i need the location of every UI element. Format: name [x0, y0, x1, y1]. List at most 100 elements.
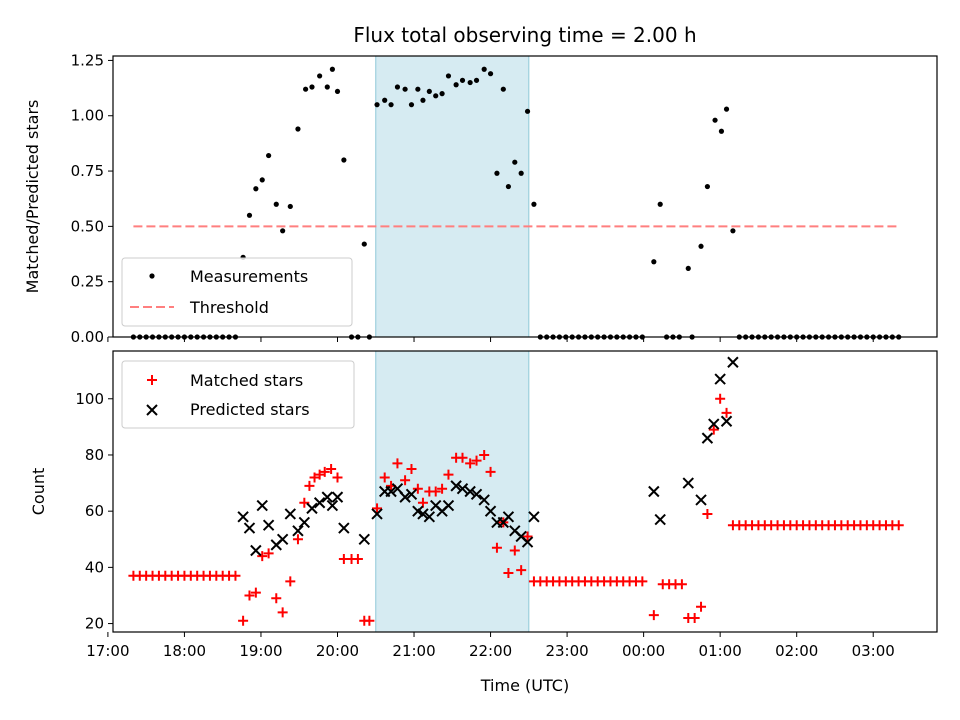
bottom-x-tick-label: 00:00	[622, 642, 665, 660]
predicted-star-point	[313, 497, 326, 509]
measurement-point	[698, 243, 704, 249]
matched-star-point	[309, 472, 320, 483]
predicted-star-point	[484, 505, 497, 517]
predicted-star-point	[701, 432, 714, 444]
matched-star-point	[893, 520, 904, 531]
bottom-axes: 20 40 60 80 100 17:00 18:00 19:00 20:00 21:00 22:…	[29, 350, 938, 695]
measurement-point	[374, 102, 380, 108]
measurement-point	[651, 259, 657, 265]
top-y-axis-label: Matched/Predicted stars	[23, 100, 42, 294]
matched-star-point	[244, 590, 255, 601]
matched-star-point	[708, 424, 719, 435]
matched-star-point	[364, 615, 375, 626]
measurement-point	[481, 66, 487, 72]
measurement-point	[415, 86, 421, 92]
bottom-x-tick-label: 21:00	[392, 642, 435, 660]
measurement-point	[303, 86, 309, 92]
matched-star-point	[485, 466, 496, 477]
matched-star-point	[263, 548, 274, 559]
bottom-x-tick-label: 22:00	[469, 642, 512, 660]
measurement-point	[324, 84, 330, 90]
top-legend-box	[121, 257, 353, 327]
bottom-y-tick-label: 60	[85, 502, 104, 520]
top-axes: 0.00 0.25 0.50 0.75 1.00 1.25 Flux total obse…	[23, 23, 938, 346]
predicted-star-point	[521, 536, 534, 548]
bottom-x-tick-label: 01:00	[699, 642, 742, 660]
legend-predicted-marker	[146, 404, 158, 416]
matched-star-point	[637, 576, 648, 587]
matched-star-point	[430, 486, 441, 497]
matched-star-point	[392, 458, 403, 469]
matched-star-point	[491, 542, 502, 553]
matched-star-point	[292, 534, 303, 545]
predicted-star-point	[371, 508, 383, 520]
predicted-star-point	[450, 480, 462, 492]
measurement-point	[426, 88, 432, 95]
measurement-point	[287, 203, 293, 210]
matched-star-point	[465, 458, 476, 469]
measurement-point	[246, 212, 253, 218]
matched-star-point	[304, 480, 315, 491]
measurement-point	[685, 265, 691, 272]
bottom-x-tick-label: 20:00	[316, 642, 359, 660]
predicted-star-point	[682, 477, 694, 489]
top-x-ticks	[107, 337, 874, 342]
legend-threshold-label: Threshold	[189, 298, 269, 317]
measurement-point	[266, 152, 272, 159]
measurement-point	[487, 71, 494, 77]
bottom-x-tick-label: 17:00	[86, 642, 129, 660]
measurement-point	[718, 128, 725, 134]
measurement-point	[730, 228, 736, 234]
predicted-star-point	[298, 516, 311, 529]
predicted-star-point	[464, 485, 476, 498]
predicted-star-point	[385, 485, 397, 498]
matched-star-point	[406, 464, 417, 475]
measurement-point	[259, 177, 265, 183]
predicted-star-point	[423, 511, 436, 523]
top-legend: Measurements Threshold	[121, 257, 353, 327]
predicted-star-point	[256, 499, 268, 512]
predicted-star-point	[243, 522, 256, 534]
measurement-point	[295, 126, 301, 132]
measurement-point	[433, 93, 439, 99]
matched-star-point	[257, 551, 268, 562]
measurement-point	[531, 201, 537, 207]
measurement-point	[467, 79, 473, 86]
predicted-star-point	[237, 511, 249, 523]
measurement-point	[394, 84, 401, 90]
measurement-point	[494, 170, 500, 176]
predicted-star-point	[250, 544, 262, 557]
measurement-point	[253, 186, 259, 192]
top-y-tick-label: 1.25	[71, 51, 104, 69]
matched-star-point	[479, 449, 490, 460]
matched-star-point	[417, 497, 428, 508]
measurement-point	[518, 170, 524, 176]
predicted-star-point	[708, 418, 720, 430]
bottom-y-tick-label: 80	[85, 446, 104, 464]
predicted-star-point	[276, 533, 289, 545]
measurement-point	[309, 84, 315, 90]
matched-star-point	[319, 466, 330, 477]
bottom-legend-box	[121, 360, 355, 429]
bottom-x-tick-label: 03:00	[852, 642, 895, 660]
measurement-point	[317, 73, 323, 79]
top-y-tick-label: 0.75	[71, 162, 104, 180]
bottom-x-ticks: 17:00 18:00 19:00 20:00 21:00 22:00 23:00 00:00…	[86, 632, 895, 660]
matched-star-point	[230, 570, 241, 581]
measurement-point	[382, 97, 388, 103]
measurement-point	[408, 102, 415, 108]
predicted-star-point	[714, 373, 726, 385]
matched-star-point	[443, 469, 454, 480]
legend-measurements-label: Measurements	[190, 267, 308, 286]
predicted-star-point	[442, 499, 455, 512]
matched-star-point	[271, 593, 282, 604]
measurement-point	[341, 157, 347, 163]
top-y-tick-label: 1.00	[71, 107, 104, 125]
matched-star-point	[721, 407, 732, 418]
measurement-point	[361, 241, 367, 247]
predicted-star-point	[695, 494, 707, 506]
predicted-star-point	[456, 482, 469, 495]
matched-star-point	[314, 469, 325, 480]
predicted-star-point	[306, 502, 318, 515]
